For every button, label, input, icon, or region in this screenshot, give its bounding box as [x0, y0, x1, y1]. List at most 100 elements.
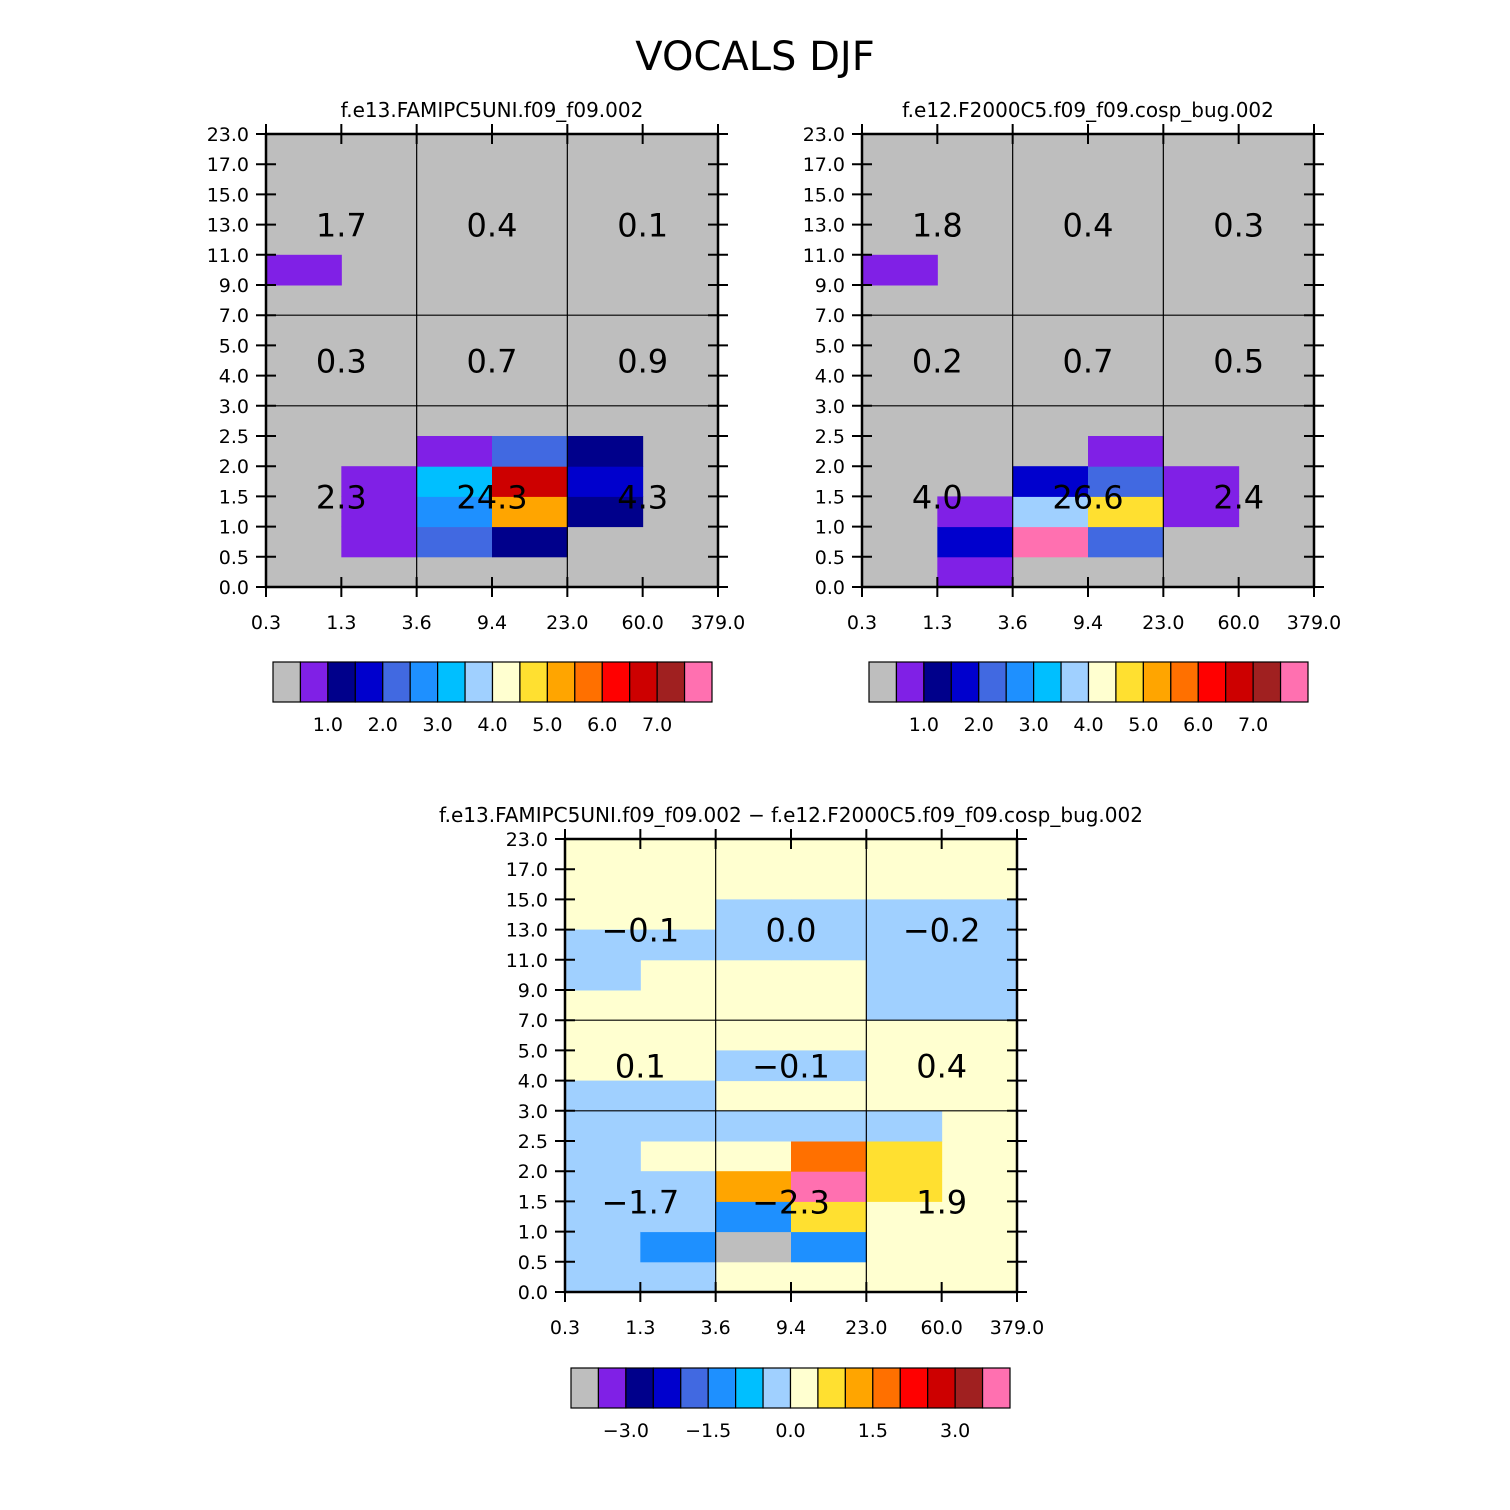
y-tick-label: 4.0: [518, 1071, 548, 1093]
y-tick-label: 0.0: [219, 577, 249, 599]
colorbar-label: 5.0: [532, 714, 562, 736]
x-tick-label: 60.0: [921, 1317, 963, 1339]
colorbar-swatch: [1005, 661, 1035, 703]
colorbar-swatch: [1197, 661, 1227, 703]
colorbar-label: 7.0: [642, 714, 672, 736]
colorbar-label: 3.0: [940, 1420, 970, 1442]
y-tick-label: 0.5: [219, 547, 249, 569]
x-tick-label: 9.4: [776, 1317, 806, 1339]
y-tick-label: 9.0: [518, 980, 548, 1002]
heatmap-cell: [866, 1110, 943, 1142]
x-tick-label: 0.3: [847, 612, 877, 634]
heatmap-cell: [565, 1110, 641, 1142]
colorbar-swatch: [954, 1367, 984, 1409]
colorbar-swatch: [950, 661, 980, 703]
x-tick-label: 3.6: [701, 1317, 731, 1339]
heatmap-cell: [341, 496, 418, 528]
heatmap-cell: [567, 496, 644, 528]
heatmap-cell: [715, 1050, 792, 1082]
heatmap-cell: [492, 466, 568, 497]
x-tick-label: 60.0: [622, 612, 664, 634]
x-tick-label: 379.0: [1287, 612, 1341, 634]
y-tick-label: 17.0: [207, 154, 249, 176]
colorbar-label: 1.5: [858, 1420, 888, 1442]
heatmap-cell: [866, 899, 943, 931]
heatmap-cell: [937, 556, 1014, 588]
colorbar-swatch: [299, 661, 329, 703]
heatmap-cell: [492, 436, 568, 467]
colorbar-label: 5.0: [1128, 714, 1158, 736]
colorbar-swatch: [464, 661, 494, 703]
x-tick-label: 23.0: [1142, 612, 1184, 634]
colorbar-label: 0.0: [775, 1420, 805, 1442]
colorbar-swatch: [895, 661, 925, 703]
colorbar-swatch: [1142, 661, 1172, 703]
colorbar-swatch: [1279, 661, 1309, 703]
heatmap-cell: [266, 254, 342, 286]
colorbar-swatch: [844, 1367, 874, 1409]
colorbar-swatch: [1252, 661, 1282, 703]
colorbar-swatch: [1033, 661, 1062, 703]
colorbar-swatch: [597, 1367, 627, 1409]
heatmap-cell: [866, 1141, 943, 1172]
y-tick-label: 17.0: [506, 859, 548, 881]
colorbar-label: 4.0: [477, 714, 507, 736]
panel-title: f.e13.FAMIPC5UNI.f09_f09.002: [341, 98, 644, 122]
y-tick-label: 1.5: [219, 486, 249, 508]
y-tick-label: 23.0: [803, 124, 845, 146]
heatmap-cell: [640, 929, 717, 961]
colorbar-swatch: [923, 661, 952, 703]
heatmap-cell: [416, 436, 493, 467]
y-tick-label: 9.0: [815, 275, 845, 297]
region-value: 26.6: [1052, 478, 1123, 516]
heatmap-cell: [565, 1171, 641, 1202]
heatmap-cell: [862, 254, 938, 286]
region-value: 24.3: [456, 478, 527, 516]
y-tick-label: 11.0: [506, 950, 548, 972]
colorbar-label: 6.0: [587, 714, 617, 736]
heatmap-cell: [640, 1231, 717, 1263]
region-value: 0.5: [1213, 343, 1264, 381]
region-value: 0.0: [766, 912, 817, 950]
heatmap-cell: [715, 1110, 792, 1142]
y-tick-label: 0.0: [518, 1282, 548, 1304]
heatmap-cell: [1012, 466, 1089, 497]
region-value: 0.4: [1063, 207, 1114, 245]
y-tick-label: 11.0: [207, 245, 249, 267]
panel-test: f.e12.F2000C5.f09_f09.cosp_bug.002 0.0 0.5…: [803, 98, 1342, 736]
colorbar-label: 1.0: [909, 714, 939, 736]
y-tick-label: 1.0: [815, 517, 845, 539]
heatmap-cell: [937, 496, 1014, 528]
x-tick-label: 9.4: [1073, 612, 1103, 634]
heatmap-cell: [791, 1141, 867, 1172]
heatmap-cell: [791, 1110, 867, 1142]
x-tick-label: 379.0: [990, 1317, 1044, 1339]
colorbar-swatch: [683, 661, 713, 703]
colorbar-swatch: [868, 661, 898, 703]
heatmap-cell: [492, 526, 568, 558]
heatmap-cell: [941, 990, 1018, 1021]
heatmap-cell: [1012, 526, 1089, 558]
panel-control: f.e13.FAMIPC5UNI.f09_f09.002 0.0 0.5 1.0 1.5…: [207, 98, 746, 736]
colorbar-swatch: [570, 1367, 600, 1409]
heatmap-cell: [1163, 466, 1240, 497]
x-tick-label: 9.4: [477, 612, 507, 634]
heatmap-cell: [567, 436, 644, 467]
panel-title: f.e13.FAMIPC5UNI.f09_f09.002 − f.e12.F20…: [439, 803, 1143, 827]
heatmap-cell: [565, 1201, 641, 1233]
region-value: 0.7: [1063, 343, 1114, 381]
colorbar-swatch: [707, 1367, 737, 1409]
y-tick-label: 0.5: [518, 1252, 548, 1274]
heatmap-cell: [1088, 436, 1164, 467]
heatmap-cell: [640, 1110, 717, 1142]
heatmap-cell: [567, 466, 644, 497]
colorbar-swatch: [981, 1367, 1011, 1409]
colorbar-swatch: [327, 661, 356, 703]
region-value: 0.1: [615, 1048, 666, 1086]
heatmap-cell: [1088, 466, 1164, 497]
heatmap-cell: [866, 929, 943, 961]
y-tick-label: 1.5: [815, 486, 845, 508]
region-value: 0.1: [617, 207, 668, 245]
region-value: 0.9: [617, 343, 668, 381]
panel-title: f.e12.F2000C5.f09_f09.cosp_bug.002: [902, 98, 1274, 122]
